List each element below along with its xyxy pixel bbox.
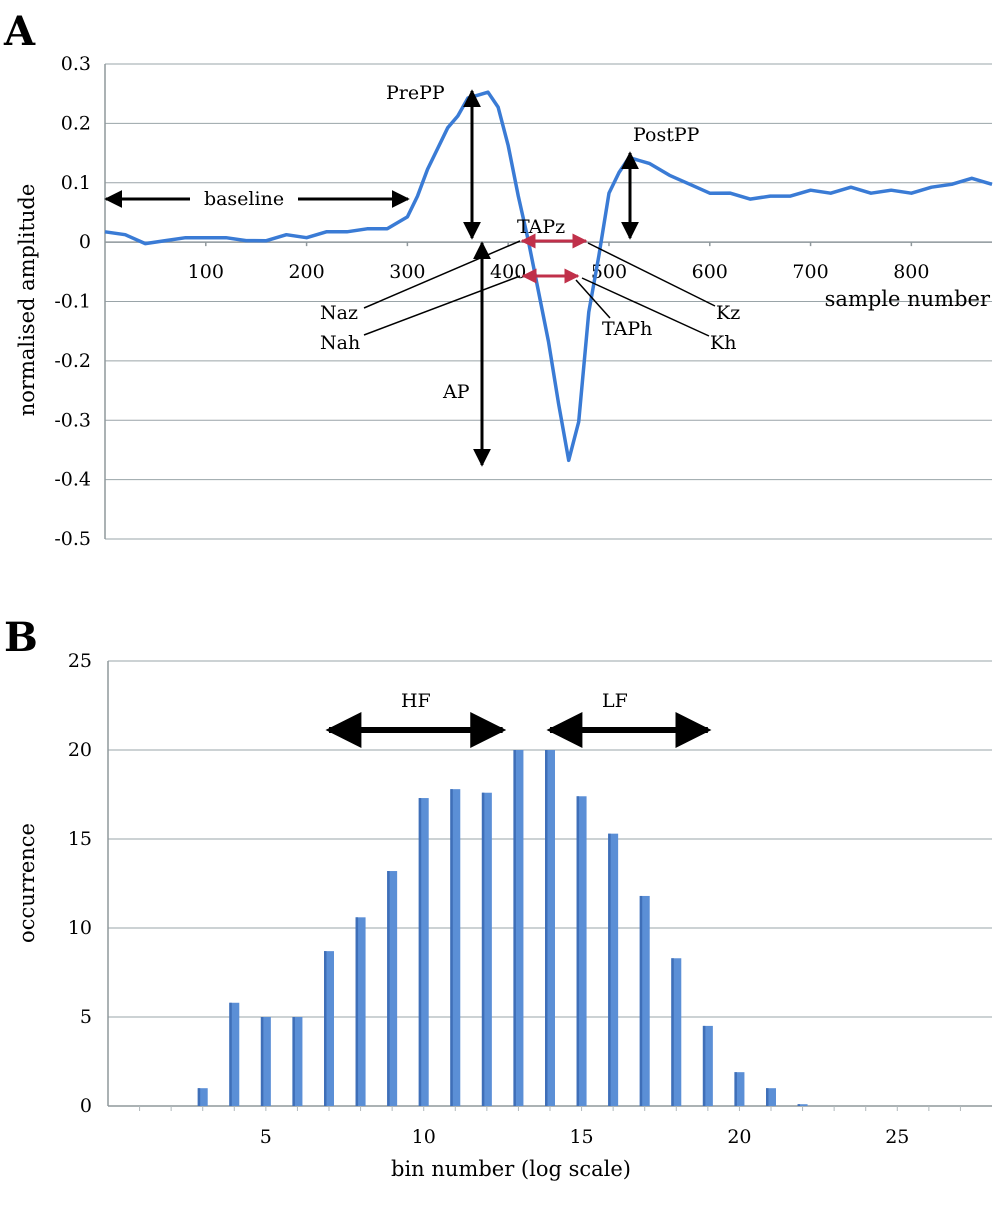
b-y-tick-label: 5 [80, 1006, 92, 1028]
kh-leader [581, 277, 710, 337]
b-bar [608, 833, 619, 1106]
a-y-tick-label: -0.2 [54, 350, 91, 372]
b-bar-shade [481, 792, 485, 1106]
b-bar [545, 750, 555, 1106]
b-bar [197, 1088, 208, 1106]
b-bar-shade [197, 1088, 201, 1106]
b-bar-shade [450, 789, 453, 1106]
prepp-label: PrePP [386, 82, 445, 104]
b-y-tick-label: 10 [68, 917, 92, 939]
panel-a-label: A [3, 8, 36, 55]
b-bar-shade [639, 895, 643, 1106]
b-bar [387, 871, 398, 1106]
panel-b-label: B [4, 614, 38, 661]
b-x-tick-label: 10 [412, 1126, 436, 1148]
b-bar [671, 958, 682, 1106]
a-x-tick-label: 500 [591, 261, 627, 283]
b-x-tick-label: 25 [885, 1126, 909, 1148]
b-y-tick-label: 25 [68, 650, 92, 672]
a-y-tick-label: 0.3 [61, 53, 91, 75]
b-bar-shade [671, 958, 674, 1106]
naz-label: Naz [320, 302, 358, 324]
b-bar [576, 796, 587, 1106]
b-bar-shade [576, 796, 580, 1106]
b-bar [450, 789, 461, 1106]
a-y-tick-label: -0.1 [54, 291, 91, 313]
a-y-tick-label: -0.5 [54, 528, 91, 550]
taph-leader [575, 279, 611, 319]
b-bar [797, 1104, 808, 1106]
ap-label: AP [442, 381, 470, 403]
b-bar-shade [766, 1088, 769, 1106]
a-x-tick-label: 800 [893, 261, 929, 283]
a-y-tick-label: 0.1 [61, 172, 91, 194]
baseline-label: baseline [204, 188, 284, 210]
b-bar-shade [229, 1002, 232, 1106]
a-x-tick-label: 200 [288, 261, 324, 283]
b-bar-shade [292, 1017, 295, 1106]
b-bar [418, 798, 429, 1106]
a-y-tick-label: -0.4 [54, 469, 91, 491]
b-range-label: HF [401, 690, 431, 712]
a-x-tick-label: 100 [188, 261, 224, 283]
b-y-axis-label: occurrence [15, 823, 39, 943]
b-y-tick-label: 20 [68, 739, 92, 761]
b-range-label: LF [602, 690, 628, 712]
kz-label: Kz [716, 302, 740, 324]
panel-a: A 0.3 0.2 0.1 0 -0.1 -0.2 -0.3 -0.4 -0.5 100 200 3… [3, 8, 993, 550]
b-bar-shade [608, 833, 611, 1106]
b-bar [639, 895, 650, 1106]
taph-label: TAPh [602, 318, 652, 340]
a-series-line [104, 90, 993, 463]
panel-b: B 0 5 10 15 20 25 5 10 15 20 25 occurrence bin nu… [4, 614, 992, 1181]
b-bar-shade [355, 917, 359, 1106]
a-x-axis-label: sample number [825, 287, 991, 311]
b-bar-shade [734, 1072, 737, 1106]
b-bar-shade [324, 951, 327, 1106]
b-x-tick-label: 5 [260, 1126, 272, 1148]
b-bar-shade [702, 1025, 706, 1106]
b-bar [513, 750, 524, 1106]
b-bar-shade [545, 750, 548, 1106]
nah-label: Nah [320, 332, 360, 354]
b-x-tick-label: 20 [727, 1126, 751, 1148]
nah-leader [363, 275, 521, 336]
a-y-tick-label: 0 [79, 231, 91, 253]
b-y-tick-label: 15 [68, 828, 92, 850]
b-bar [766, 1088, 776, 1106]
b-bar [355, 917, 366, 1106]
kz-leader [587, 242, 716, 307]
a-y-tick-label: 0.2 [61, 112, 91, 134]
b-bar [229, 1002, 240, 1106]
b-bar [260, 1017, 271, 1106]
b-bar-shade [387, 871, 390, 1106]
naz-leader [363, 240, 521, 309]
a-x-tick-label: 700 [792, 261, 828, 283]
a-x-tick-label: 300 [389, 261, 425, 283]
b-bar [702, 1025, 713, 1106]
b-bar-shade [260, 1017, 264, 1106]
baseline-label-bg [190, 184, 298, 212]
b-annotations: HF LF [325, 690, 712, 748]
b-bar-shade [418, 798, 422, 1106]
postpp-label: PostPP [633, 124, 700, 146]
b-y-tick-label: 0 [80, 1095, 92, 1117]
a-annotations: baseline PrePP PostPP AP TAPz TAPh Naz N… [104, 82, 740, 467]
b-bar [481, 792, 492, 1106]
b-x-tick-label: 15 [569, 1126, 593, 1148]
b-bar [324, 951, 334, 1106]
b-bar [734, 1072, 745, 1106]
a-y-tick-label: -0.3 [54, 409, 91, 431]
b-bar-shade [513, 750, 516, 1106]
a-y-axis-label: normalised amplitude [15, 184, 39, 417]
kh-label: Kh [710, 332, 736, 354]
a-x-tick-label: 600 [692, 261, 728, 283]
b-bar-shade [797, 1104, 801, 1106]
tapz-label: TAPz [517, 216, 565, 238]
b-bar [292, 1017, 303, 1106]
b-x-axis-label: bin number (log scale) [391, 1157, 631, 1181]
